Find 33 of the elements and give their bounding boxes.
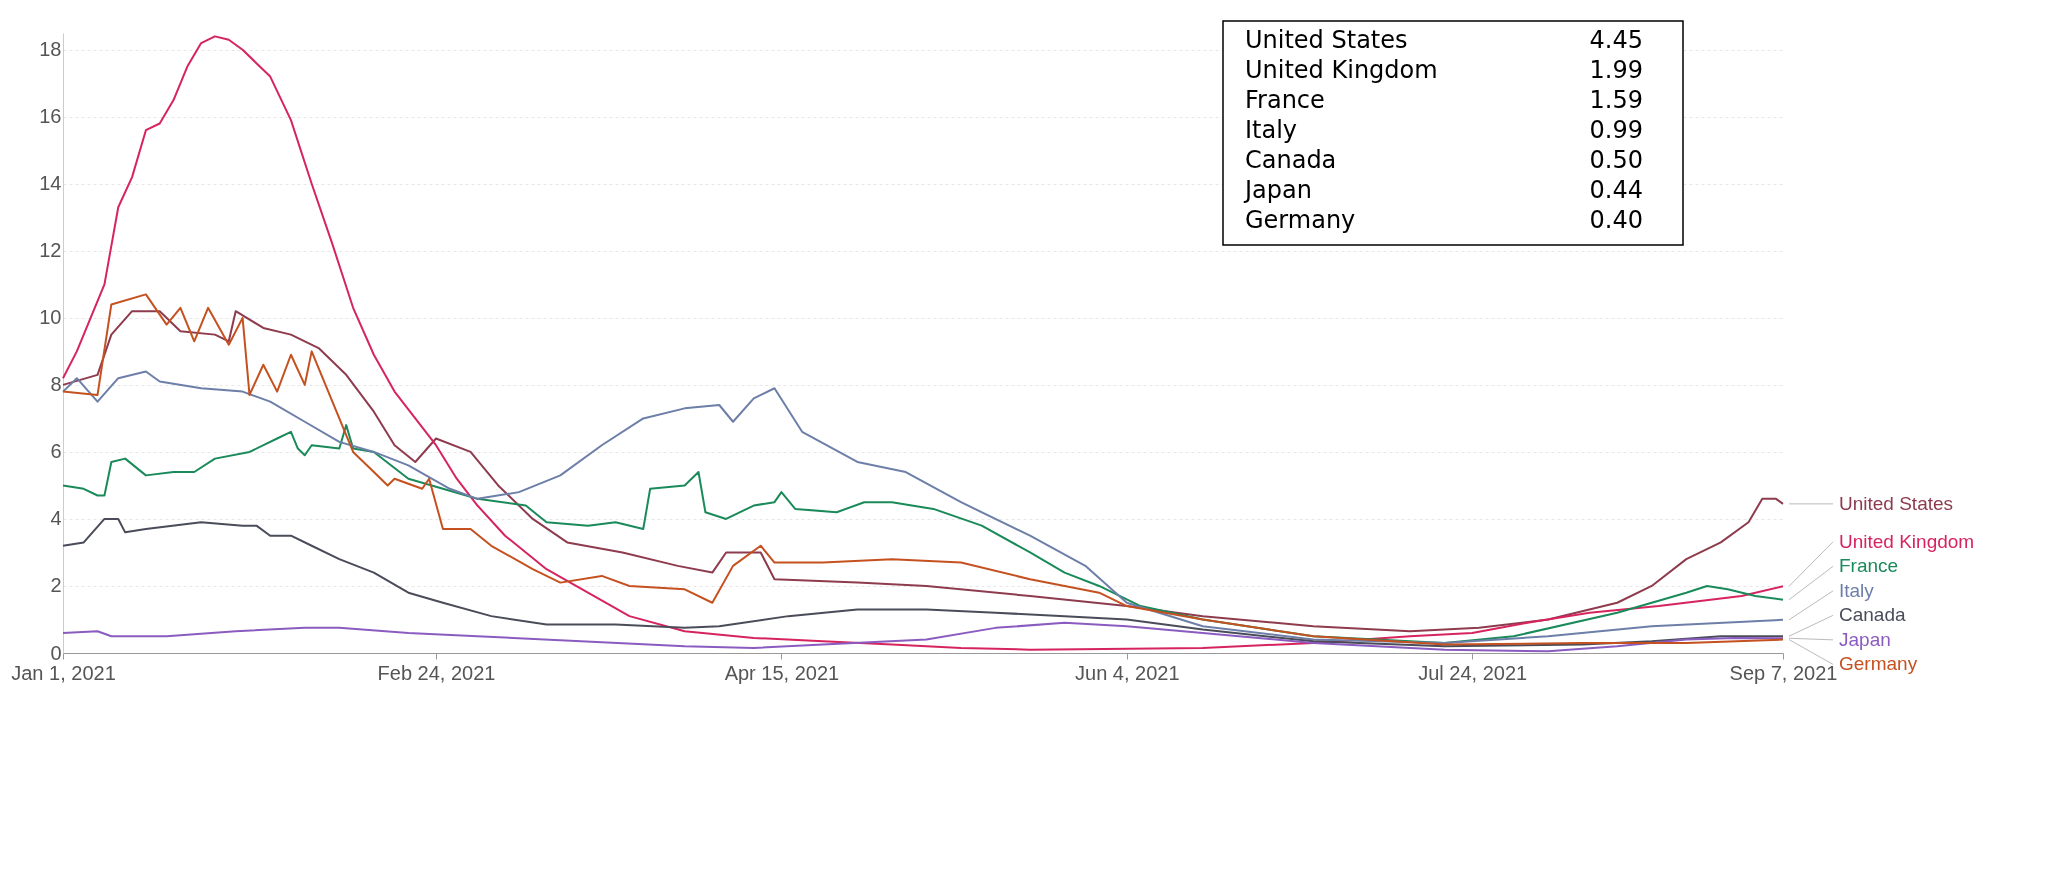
text: France [1839, 555, 1899, 577]
y-tick-label: 18 [39, 38, 62, 61]
y-tick-label: 16 [39, 105, 62, 128]
text: Germany 0.40 [1245, 206, 1643, 234]
y-tick-label: 14 [39, 172, 62, 195]
y-tick-label: 4 [50, 507, 62, 530]
line-series [62, 424, 1784, 644]
x-tick-label: Apr 15, 2021 [724, 661, 840, 684]
text: France 1.59 [1245, 86, 1643, 114]
text: United States [1839, 492, 1954, 514]
y-tick-label: 10 [39, 306, 62, 329]
text: Japan 0.44 [1245, 176, 1643, 204]
text: United States 4.45 [1245, 26, 1643, 54]
y-tick-label: 12 [39, 239, 62, 262]
text: Germany [1839, 653, 1918, 675]
y-tick-label: 0 [50, 641, 62, 664]
text: United Kingdom 1.99 [1245, 56, 1643, 84]
y-tick-label: 2 [50, 574, 62, 597]
x-tick-label: Feb 24, 2021 [377, 661, 496, 684]
text: Japan [1839, 628, 1891, 650]
x-tick-label: Sep 7, 2021 [1729, 661, 1838, 684]
y-tick-label: 6 [50, 440, 62, 463]
line-series [62, 517, 1784, 648]
text: Canada [1839, 604, 1906, 626]
x-tick-label: Jul 24, 2021 [1418, 661, 1528, 684]
text: Canada 0.50 [1245, 146, 1643, 174]
text: Italy [1839, 579, 1875, 601]
text: Italy 0.99 [1245, 116, 1643, 144]
x-tick-label: Jan 1, 2021 [11, 661, 116, 684]
line-series [62, 370, 1784, 644]
x-tick-label: Jun 4, 2021 [1075, 661, 1180, 684]
y-tick-label: 8 [50, 373, 62, 396]
text: United Kingdom [1839, 530, 1975, 552]
